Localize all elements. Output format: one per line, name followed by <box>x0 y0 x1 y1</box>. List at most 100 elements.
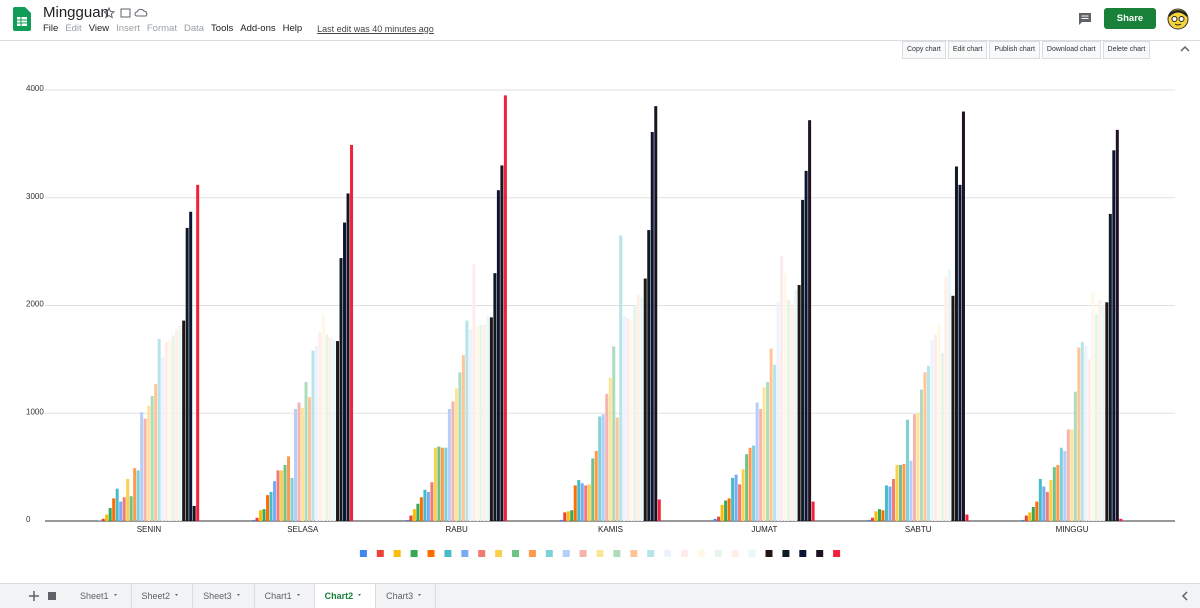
bar <box>451 401 455 521</box>
legend-swatch <box>461 550 469 557</box>
bar <box>877 509 881 521</box>
menu-item[interactable]: Data <box>183 23 205 34</box>
bar <box>1108 213 1112 521</box>
bar <box>1073 391 1077 521</box>
legend-swatch <box>545 550 553 557</box>
bar <box>738 484 742 521</box>
tab-label[interactable]: Chart2 <box>324 591 354 601</box>
bar <box>318 332 322 521</box>
legend-swatch <box>393 550 401 557</box>
bar <box>584 485 588 521</box>
bar <box>423 489 427 521</box>
bar <box>164 342 168 521</box>
bar <box>580 483 584 521</box>
toolbar-button[interactable]: Delete chart <box>1102 41 1151 59</box>
bar <box>308 397 312 521</box>
bar <box>909 460 913 521</box>
collapse-icon[interactable] <box>1180 45 1190 53</box>
bar <box>905 419 909 521</box>
tab-label[interactable]: Sheet3 <box>203 591 232 601</box>
sheet-tab[interactable]: Chart3 <box>376 584 437 608</box>
chart: 0 1000 2000 3000 4000 SENIN SELASA RABU KAMIS JUM… <box>26 84 1175 557</box>
bar <box>891 478 895 521</box>
bar <box>454 388 458 521</box>
share-label[interactable]: Share <box>1116 13 1144 24</box>
bar <box>182 320 186 521</box>
bar <box>759 408 763 521</box>
bar <box>276 470 280 521</box>
sheet-tab[interactable]: Sheet3 <box>193 584 255 608</box>
bar <box>486 316 490 521</box>
sheet-tab[interactable]: Sheet1 <box>70 584 132 608</box>
bar <box>119 501 123 521</box>
bar <box>154 384 158 521</box>
bar <box>930 339 934 521</box>
legend-swatch <box>681 550 688 557</box>
bar <box>783 273 787 521</box>
last-edit[interactable]: Last edit was 40 minutes ago <box>317 23 434 34</box>
menu-item[interactable]: Insert <box>116 23 140 34</box>
doc-title[interactable]: Mingguan <box>43 4 109 21</box>
bar <box>266 495 270 521</box>
bar <box>1087 359 1091 521</box>
sheet-tab[interactable]: Sheet2 <box>132 584 194 608</box>
bar <box>1112 150 1116 521</box>
bar <box>797 285 801 521</box>
bar <box>724 500 728 521</box>
avatar[interactable] <box>1167 8 1189 30</box>
menu-item[interactable]: Help <box>282 23 303 34</box>
toolbar-button[interactable]: Download chart <box>1041 41 1101 59</box>
sheets-logo[interactable] <box>13 7 31 31</box>
bar <box>731 477 735 521</box>
toolbar-button[interactable]: Edit chart <box>947 41 988 59</box>
tab-label[interactable]: Chart3 <box>386 591 414 601</box>
toolbar-button[interactable]: Publish chart <box>989 41 1040 59</box>
scroll-icon[interactable] <box>1180 591 1190 601</box>
tab-menu-arrow <box>236 594 240 596</box>
menu-item[interactable]: View <box>88 23 110 34</box>
bar <box>622 316 626 521</box>
tab-menu-arrow <box>113 594 117 596</box>
tab-label[interactable]: Sheet1 <box>80 591 109 601</box>
legend-swatch <box>647 550 655 557</box>
bar <box>1049 480 1053 521</box>
bar <box>325 334 329 521</box>
bar <box>426 491 430 521</box>
bar <box>790 305 794 521</box>
menu-item[interactable]: Add-ons <box>240 23 276 34</box>
bar <box>591 458 595 521</box>
bar <box>503 95 507 521</box>
menu-item[interactable]: File <box>43 23 59 34</box>
tab-label[interactable]: Chart1 <box>264 591 292 601</box>
legend-swatch <box>630 550 638 557</box>
bar <box>780 255 784 521</box>
tab-label[interactable]: Sheet2 <box>141 591 171 601</box>
bar <box>650 132 654 521</box>
bar <box>437 446 441 521</box>
bar <box>350 144 354 521</box>
tab-controls[interactable] <box>28 590 60 602</box>
bar <box>601 414 605 521</box>
bar <box>122 497 126 521</box>
comment-icon[interactable] <box>1078 12 1092 25</box>
bar <box>933 334 937 521</box>
y-tick-label: 1000 <box>26 407 44 416</box>
bar <box>755 402 759 521</box>
bar <box>343 222 347 521</box>
bar <box>133 468 137 521</box>
bar <box>189 211 193 521</box>
bar <box>944 276 948 521</box>
bar <box>741 469 745 521</box>
bar <box>157 338 161 521</box>
menu-item[interactable]: Edit <box>65 23 82 34</box>
bar <box>1070 429 1074 521</box>
menu-item[interactable]: Tools <box>211 23 234 34</box>
share-button[interactable]: Share <box>1104 8 1156 29</box>
sheet-tab[interactable]: Chart2 <box>314 584 377 608</box>
toolbar-button[interactable]: Copy chart <box>902 41 946 59</box>
bar <box>185 227 189 522</box>
menu-item[interactable]: Format <box>146 23 177 34</box>
bar <box>629 319 633 521</box>
bar <box>888 486 892 521</box>
sheet-tab[interactable]: Chart1 <box>255 584 315 608</box>
